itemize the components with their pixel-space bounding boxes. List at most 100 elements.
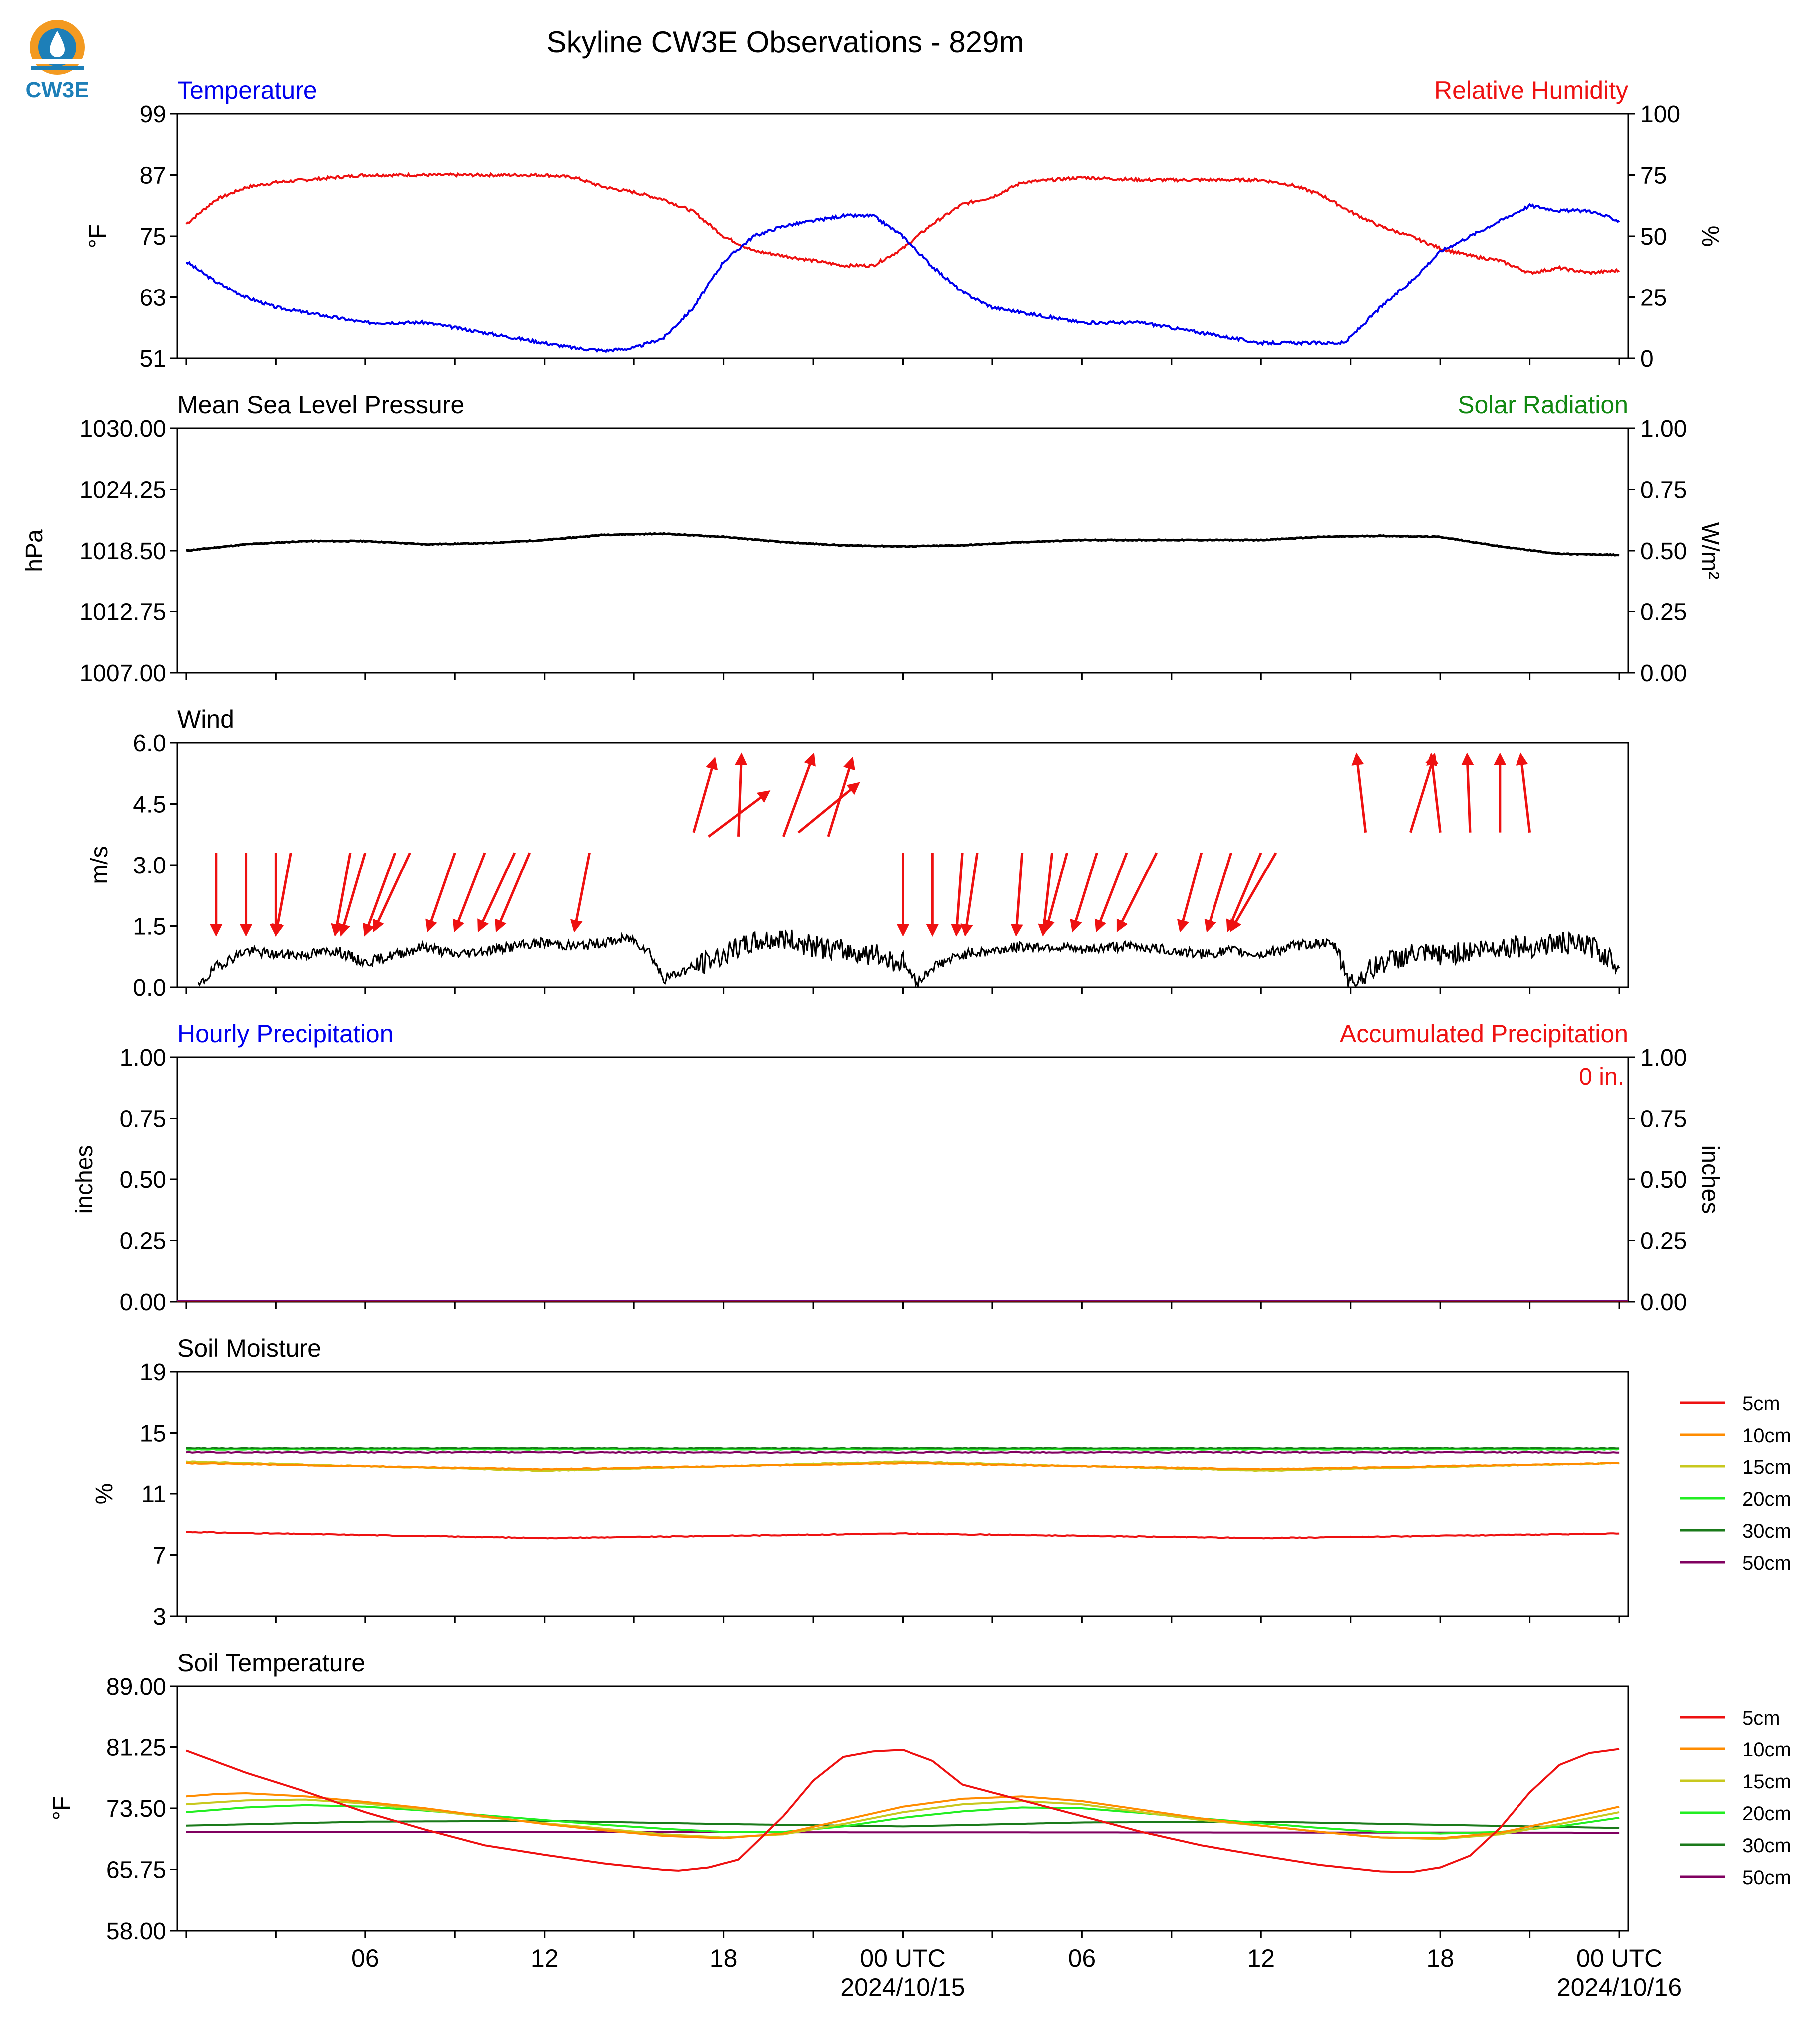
y-tick-label: 0.75: [120, 1106, 166, 1133]
legend-label: 30cm: [1742, 1520, 1791, 1542]
wind-direction-arrow: [1177, 852, 1203, 933]
y-tick-label: 7: [153, 1543, 166, 1569]
wind-direction-arrow: [271, 853, 292, 937]
y-tick-label: 63: [140, 285, 166, 311]
wind-direction-arrow: [1042, 852, 1068, 933]
y-axis-label: m/s: [86, 846, 113, 884]
panel-title: Wind: [177, 705, 234, 733]
y-axis-label: %: [91, 1483, 118, 1505]
panel-title: Soil Temperature: [177, 1649, 365, 1677]
legend-label: 50cm: [1742, 1867, 1791, 1889]
y-tick-label-right: 0.50: [1640, 1167, 1687, 1193]
series-line-10cm: [186, 1462, 1620, 1471]
legend-label: 20cm: [1742, 1803, 1791, 1825]
series-line-10cm: [186, 1792, 1620, 1840]
wind-direction-arrow: [425, 852, 456, 933]
x-tick-label: 18: [1426, 1944, 1454, 1972]
legend-label: 20cm: [1742, 1488, 1791, 1510]
wind-direction-arrow: [570, 853, 591, 933]
y-tick-label: 75: [140, 224, 166, 250]
wind-direction-arrow: [960, 853, 979, 937]
y-tick-label: 1024.25: [79, 477, 166, 504]
panel-soilt: [170, 1685, 1629, 1938]
wind-direction-arrow: [477, 852, 516, 933]
y-tick-label-right: 1.00: [1640, 1045, 1687, 1071]
y-axis-label-right: W/m²: [1697, 522, 1723, 579]
series-line-5cm: [186, 1531, 1620, 1540]
panel-soilm: [170, 1371, 1629, 1623]
y-tick-label: 4.5: [133, 792, 166, 818]
wind-direction-arrow: [338, 852, 367, 937]
y-tick-label-right: 0.75: [1640, 477, 1687, 504]
panel-wind: [170, 742, 1629, 994]
y-tick-label-right: 0.25: [1640, 1228, 1687, 1255]
panel-title-right: Solar Radiation: [1458, 391, 1628, 419]
legend-label: 10cm: [1742, 1739, 1791, 1761]
y-axis-label: °F: [49, 1796, 75, 1821]
y-tick-label: 15: [140, 1421, 166, 1447]
wind-direction-arrow: [1116, 852, 1158, 933]
wind-direction-arrow: [1409, 752, 1438, 833]
pressure-series-line: [186, 532, 1620, 557]
series-line-20cm: [186, 1448, 1620, 1451]
temperature-series-line: [185, 203, 1620, 353]
y-tick-label: 1007.00: [79, 660, 166, 687]
y-tick-label-right: 0.75: [1640, 1106, 1687, 1133]
x-date-label: 2024/10/16: [1557, 1973, 1682, 2001]
x-tick-label: 12: [1247, 1944, 1275, 1972]
y-tick-label-right: 0.00: [1640, 660, 1687, 687]
panel-title: Temperature: [177, 76, 317, 104]
x-tick-label: 00 UTC: [1576, 1944, 1662, 1972]
y-tick-label: 1030.00: [79, 416, 166, 442]
y-tick-label: 73.50: [106, 1796, 166, 1822]
x-date-label: 2024/10/15: [840, 1973, 965, 2001]
y-tick-label-right: 1.00: [1640, 416, 1687, 442]
y-tick-label: 3.0: [133, 853, 166, 879]
wind-direction-arrow: [495, 852, 531, 933]
accumulated-precip-total: 0 in.: [1579, 1064, 1624, 1090]
panels: 99 87 75 63 51 100 75 50 25 0 °F % Temperature Relati…: [21, 76, 1791, 2001]
panel-title: Soil Moisture: [177, 1334, 321, 1362]
panel-title-right: Relative Humidity: [1434, 76, 1628, 104]
panel-precip: [170, 1056, 1635, 1309]
wind-speed-series-line: [197, 929, 1620, 989]
y-tick-label: 1.5: [133, 914, 166, 940]
y-tick-label-right: 75: [1640, 163, 1667, 189]
panel-title: Mean Sea Level Pressure: [177, 391, 464, 419]
x-tick-label: 18: [710, 1944, 738, 1972]
series-line-5cm: [186, 1748, 1620, 1874]
x-tick-label: 06: [1068, 1944, 1096, 1972]
y-tick-label: 0.0: [133, 975, 166, 1001]
y-axis-label: °F: [85, 224, 111, 249]
legend-label: 10cm: [1742, 1425, 1791, 1447]
series-line-50cm: [186, 1451, 1620, 1454]
rh-series-line: [185, 172, 1620, 276]
legend-label: 5cm: [1742, 1393, 1780, 1415]
wind-direction-arrow: [735, 752, 748, 837]
y-tick-label: 58.00: [106, 1918, 166, 1945]
y-axis-label-right: %: [1697, 226, 1723, 247]
series-line-30cm: [186, 1447, 1620, 1449]
y-tick-label: 99: [140, 101, 166, 128]
wind-direction-arrow: [827, 756, 855, 837]
x-tick-label: 00 UTC: [860, 1944, 945, 1972]
y-tick-label: 6.0: [133, 730, 166, 757]
wind-direction-arrow: [782, 752, 816, 837]
y-tick-label: 87: [140, 163, 166, 189]
legend-label: 15cm: [1742, 1456, 1791, 1478]
y-tick-label: 0.00: [120, 1289, 166, 1316]
wind-direction-arrow: [1226, 852, 1262, 933]
y-tick-label: 1012.75: [79, 599, 166, 626]
wind-direction-arrow: [692, 756, 718, 833]
wind-direction-arrow: [1229, 852, 1277, 932]
y-axis-label: hPa: [21, 529, 48, 572]
legend-label: 50cm: [1742, 1552, 1791, 1574]
wind-direction-arrow: [797, 782, 860, 834]
wind-direction-arrow: [1010, 853, 1024, 937]
y-tick-label: 1.00: [120, 1045, 166, 1071]
wind-direction-arrow: [951, 853, 964, 937]
legend-label: 5cm: [1742, 1707, 1780, 1729]
y-tick-label-right: 25: [1640, 285, 1667, 311]
y-tick-label: 65.75: [106, 1857, 166, 1884]
